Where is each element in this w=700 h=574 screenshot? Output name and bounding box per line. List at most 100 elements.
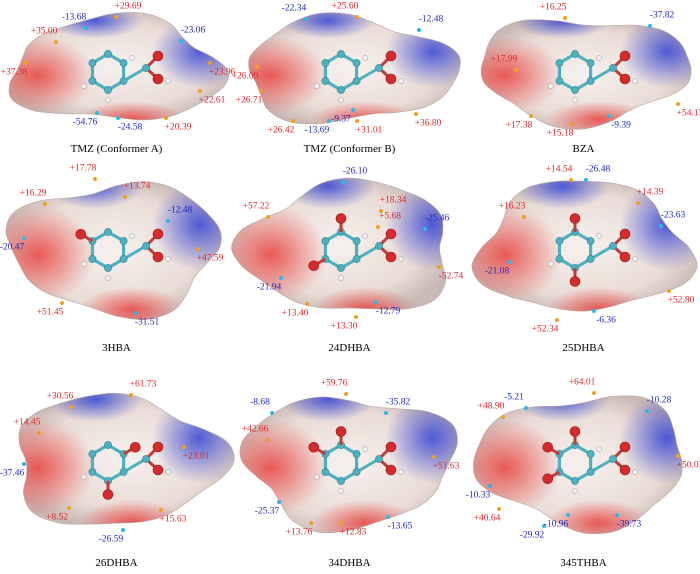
esp-maximum-label: +25.60	[331, 1, 359, 12]
esp-surface-graphic	[473, 391, 683, 535]
oxygen-atom	[152, 73, 164, 85]
carbon-atom	[586, 468, 595, 476]
extremum-marker	[279, 276, 283, 280]
esp-maximum-label: +50.03	[676, 460, 700, 471]
esp-maximum-label: +52.34	[531, 324, 559, 335]
extremum-marker	[22, 462, 26, 466]
carbon-atom	[555, 237, 564, 245]
hydrogen-atom	[129, 233, 136, 239]
extremum-marker	[432, 455, 436, 459]
negative-region	[280, 12, 376, 39]
extremum-marker	[60, 301, 64, 305]
oxygen-atom	[152, 464, 164, 476]
carbon-atom	[586, 237, 595, 245]
extremum-marker	[488, 484, 492, 488]
hydrogen-atom	[596, 233, 603, 239]
panel-caption: BZA	[572, 143, 595, 155]
bond	[122, 244, 147, 261]
bond	[355, 457, 380, 474]
esp-maximum-label: +54.13	[676, 108, 700, 119]
carbon-atom	[555, 255, 564, 263]
hydrogen-atom	[338, 97, 344, 103]
panel-caption: 3HBA	[102, 342, 131, 354]
hydrogen-atom	[547, 261, 554, 267]
esp-maximum-label: +35.00	[30, 26, 58, 37]
oxygen-atom	[385, 251, 397, 263]
esp-maximum-label: +23.96	[208, 67, 236, 78]
hydrogen-atom	[165, 256, 171, 262]
extremum-marker	[208, 61, 212, 65]
esp-minimum-label: -39.73	[616, 519, 642, 530]
molecule-model	[313, 50, 404, 103]
carbon-atom	[609, 455, 617, 463]
hydrogen-atom	[632, 78, 638, 84]
esp-maximum-label: +14.39	[636, 187, 664, 198]
esp-maximum-label: +51.45	[36, 307, 64, 318]
hydrogen-atom	[596, 55, 603, 61]
esp-minimum-label: -24.58	[117, 122, 143, 133]
carbon-atom	[119, 255, 128, 263]
oxygen-atom	[335, 213, 347, 224]
molecule-model	[80, 441, 171, 500]
carbon-atom	[119, 237, 128, 245]
esp-maximum-label: +26.09	[231, 71, 259, 82]
oxygen-atom	[619, 251, 631, 263]
extremum-marker	[615, 513, 619, 517]
carbon-atom	[586, 255, 595, 263]
extremum-marker	[501, 415, 505, 419]
extremum-marker	[159, 508, 163, 512]
esp-maximum-label: +57.22	[242, 201, 270, 212]
oxygen-atom	[385, 73, 397, 85]
panel-caption: 34DHBA	[328, 557, 371, 569]
hydrogen-atom	[129, 55, 136, 61]
oxygen-atom	[152, 251, 164, 263]
esp-minimum-label: -9.39	[611, 120, 631, 131]
esp-outline	[239, 396, 458, 534]
esp-maximum-label: +14.54	[545, 164, 573, 175]
negative-region	[152, 181, 222, 271]
extremum-marker	[255, 65, 259, 69]
negative-region	[385, 179, 446, 271]
esp-minimum-label: -26.59	[98, 534, 124, 545]
esp-minimum-label: -37.46	[0, 468, 25, 479]
bond	[122, 66, 147, 83]
carbon-atom	[586, 59, 595, 67]
extremum-marker	[133, 311, 137, 315]
bond	[122, 457, 147, 474]
carbon-atom	[555, 77, 564, 85]
carbon-atom	[375, 64, 383, 72]
panel-caption: 25DHBA	[562, 342, 605, 354]
esp-outline	[248, 12, 461, 125]
extremum-marker	[437, 265, 441, 269]
esp-panel: +59.76 -8.68 -35.82 +42.66 +51.63 -25.37 -13.6…	[233, 376, 466, 567]
hydrogen-atom	[398, 256, 404, 262]
esp-maximum-label: +15.63	[159, 514, 187, 525]
extremum-marker	[569, 178, 573, 182]
esp-maximum-label: +29.69	[114, 1, 142, 12]
esp-maximum-label: +20.39	[164, 122, 192, 133]
extremum-marker	[164, 116, 168, 120]
hydrogen-atom	[632, 469, 638, 475]
extremum-marker	[607, 114, 611, 118]
esp-minimum-label: -26.10	[342, 166, 368, 177]
hydrogen-atom	[398, 469, 404, 475]
esp-minimum-label: -22.34	[281, 3, 307, 14]
positive-region	[79, 287, 184, 320]
esp-minimum-label: -12.79	[375, 306, 401, 317]
esp-maximum-label: +64.01	[568, 377, 596, 388]
esp-surface-graphic	[471, 178, 698, 322]
oxygen-atom	[385, 228, 397, 240]
extremum-marker	[514, 68, 518, 72]
carbon-atom	[321, 77, 330, 85]
extremum-marker	[309, 521, 313, 525]
esp-maximum-label: +52.80	[667, 295, 695, 306]
esp-surface-graphic	[18, 392, 235, 532]
esp-maximum-label: +16.29	[19, 188, 47, 199]
extremum-marker	[344, 392, 348, 396]
hydrogen-atom	[165, 469, 171, 475]
carbon-atom	[352, 77, 361, 85]
esp-minimum-label: -12.48	[418, 14, 444, 25]
esp-minimum-label: -6.36	[596, 315, 616, 326]
extremum-marker	[648, 24, 652, 28]
